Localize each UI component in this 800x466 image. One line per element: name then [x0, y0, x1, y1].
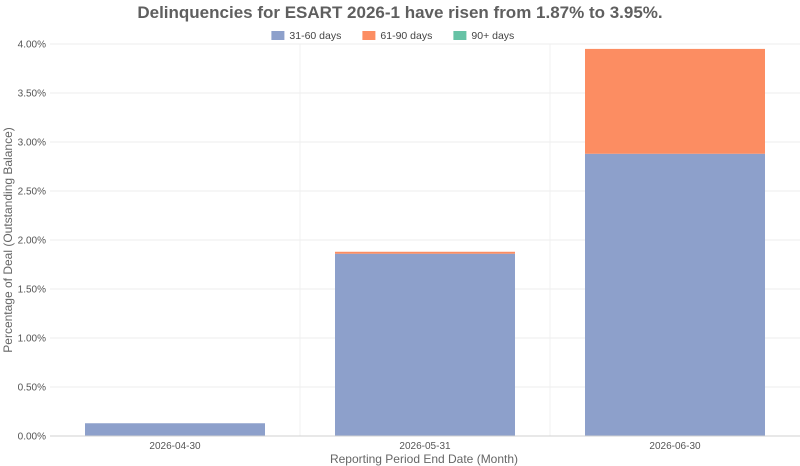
axes: 0.00% 0.50% 1.00% 1.50% 2.00% 2.50% 3.00% 3.50%…: [18, 40, 800, 452]
y-tick-label: 4.00%: [18, 40, 46, 51]
bars: [85, 48, 765, 436]
bar-61-90-days[interactable]: [585, 48, 765, 154]
bar-31-60-days[interactable]: [335, 253, 515, 436]
x-tick-label: 2026-06-30: [649, 441, 701, 452]
y-tick-label: 1.00%: [18, 334, 46, 345]
y-axis-label: Percentage of Deal (Outstanding Balance): [1, 127, 15, 352]
x-axis-label: Reporting Period End Date (Month): [330, 452, 518, 466]
y-tick-label: 3.00%: [18, 138, 46, 149]
x-tick-labels: 2026-04-30 2026-05-31 2026-06-30: [149, 441, 701, 452]
legend-label: 90+ days: [471, 30, 514, 42]
x-tick-label: 2026-05-31: [399, 441, 451, 452]
y-tick-label: 3.50%: [18, 89, 46, 100]
grid: [50, 43, 800, 436]
y-tick-labels: 0.00% 0.50% 1.00% 1.50% 2.00% 2.50% 3.00% 3.50%…: [18, 40, 46, 443]
legend[interactable]: 31-60 days 61-90 days 90+ days: [271, 30, 514, 42]
y-tick-label: 2.50%: [18, 187, 46, 198]
bar-31-60-days[interactable]: [585, 153, 765, 436]
bar-61-90-days[interactable]: [335, 251, 515, 254]
legend-item[interactable]: 61-90 days: [362, 30, 432, 42]
legend-label: 61-90 days: [380, 30, 432, 42]
legend-item[interactable]: 90+ days: [453, 30, 514, 42]
y-tick-label: 1.50%: [18, 285, 46, 296]
chart-title: Delinquencies for ESART 2026-1 have rise…: [137, 3, 662, 22]
legend-label: 31-60 days: [289, 30, 341, 42]
legend-swatch: [453, 31, 467, 40]
legend-swatch: [271, 31, 285, 40]
legend-item[interactable]: 31-60 days: [271, 30, 341, 42]
x-tick-label: 2026-04-30: [149, 441, 201, 452]
y-tick-label: 0.00%: [18, 432, 46, 443]
legend-swatch: [362, 31, 376, 40]
y-tick-label: 0.50%: [18, 383, 46, 394]
y-tick-label: 2.00%: [18, 236, 46, 247]
bar-31-60-days[interactable]: [85, 423, 265, 436]
